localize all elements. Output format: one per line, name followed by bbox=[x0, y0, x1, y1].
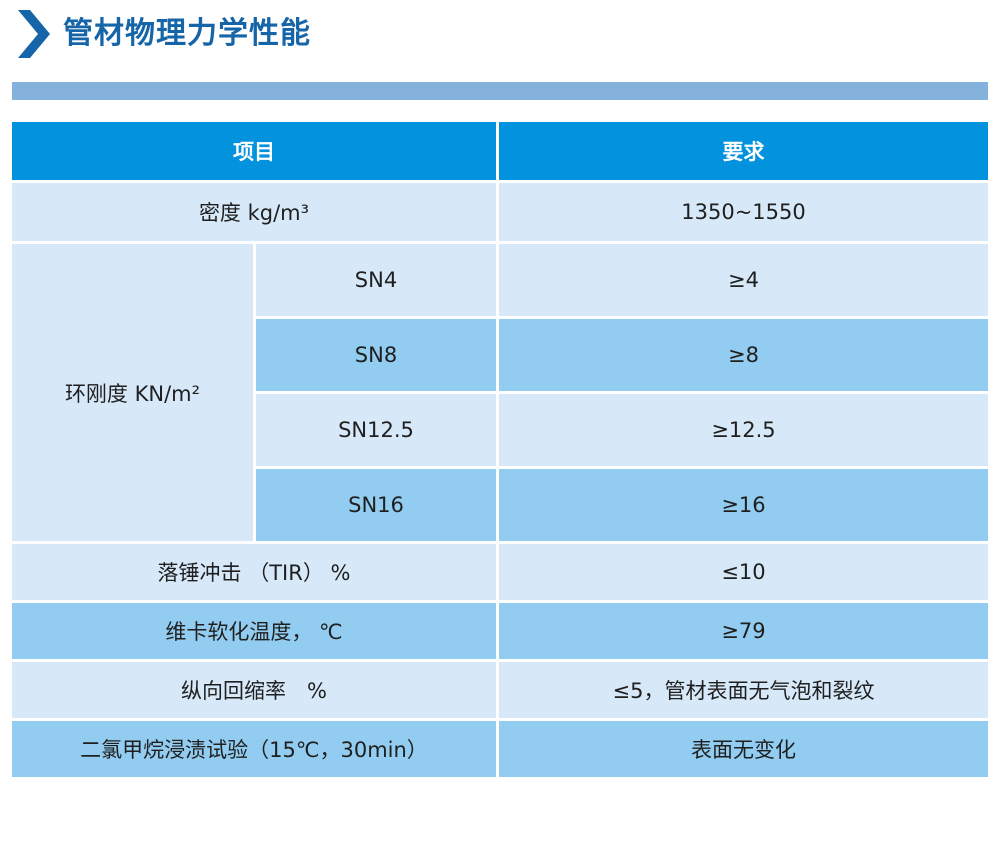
item-cell-drop-impact: 落锤冲击 （TIR） % bbox=[12, 544, 496, 600]
accent-bar bbox=[12, 82, 988, 100]
table-row: 环刚度 KN/m² SN4 ≥4 bbox=[12, 244, 988, 541]
table-header-row: 项目 要求 bbox=[12, 122, 988, 180]
column-header-requirement: 要求 bbox=[499, 122, 988, 180]
requirement-cell-sn8: ≥8 bbox=[499, 319, 988, 391]
item-cell-dichloromethane-test: 二氯甲烷浸渍试验（15℃，30min） bbox=[12, 721, 496, 777]
section-title: 管材物理力学性能 bbox=[63, 16, 311, 51]
content-area: 管材物理力学性能 项目 要求 密度 kg/m³ 1350~1550 环刚度 KN… bbox=[9, 0, 991, 780]
table-row: 二氯甲烷浸渍试验（15℃，30min） 表面无变化 bbox=[12, 721, 988, 777]
requirement-cell-vicat: ≥79 bbox=[499, 603, 988, 659]
table-row: 密度 kg/m³ 1350~1550 bbox=[12, 183, 988, 241]
table-row: SN12.5 ≥12.5 bbox=[12, 394, 988, 466]
item-cell-sn16: SN16 bbox=[256, 469, 496, 541]
chevron-right-icon bbox=[18, 10, 50, 58]
item-cell-sn8: SN8 bbox=[256, 319, 496, 391]
table-row: 落锤冲击 （TIR） % ≤10 bbox=[12, 544, 988, 600]
requirement-cell-sn12-5: ≥12.5 bbox=[499, 394, 988, 466]
table-row: 纵向回缩率 % ≤5，管材表面无气泡和裂纹 bbox=[12, 662, 988, 718]
item-cell-density: 密度 kg/m³ bbox=[12, 183, 496, 241]
table-row: SN8 ≥8 bbox=[12, 319, 988, 391]
requirement-cell-sn16: ≥16 bbox=[499, 469, 988, 541]
requirement-cell-dichloromethane-test: 表面无变化 bbox=[499, 721, 988, 777]
table-row: 维卡软化温度， ℃ ≥79 bbox=[12, 603, 988, 659]
item-cell-longitudinal-reversion: 纵向回缩率 % bbox=[12, 662, 496, 718]
table-row: SN16 ≥16 bbox=[12, 469, 988, 541]
column-header-item: 项目 bbox=[12, 122, 496, 180]
item-cell-sn4: SN4 bbox=[256, 244, 496, 316]
item-cell-vicat: 维卡软化温度， ℃ bbox=[12, 603, 496, 659]
item-cell-sn12-5: SN12.5 bbox=[256, 394, 496, 466]
section-header: 管材物理力学性能 bbox=[12, 0, 988, 58]
requirement-cell-density: 1350~1550 bbox=[499, 183, 988, 241]
requirement-cell-sn4: ≥4 bbox=[499, 244, 988, 316]
properties-table: 项目 要求 密度 kg/m³ 1350~1550 环刚度 KN/m² SN4 ≥… bbox=[9, 119, 991, 780]
group-cell-ring-stiffness: 环刚度 KN/m² bbox=[12, 244, 253, 541]
requirement-cell-longitudinal-reversion: ≤5，管材表面无气泡和裂纹 bbox=[499, 662, 988, 718]
requirement-cell-drop-impact: ≤10 bbox=[499, 544, 988, 600]
